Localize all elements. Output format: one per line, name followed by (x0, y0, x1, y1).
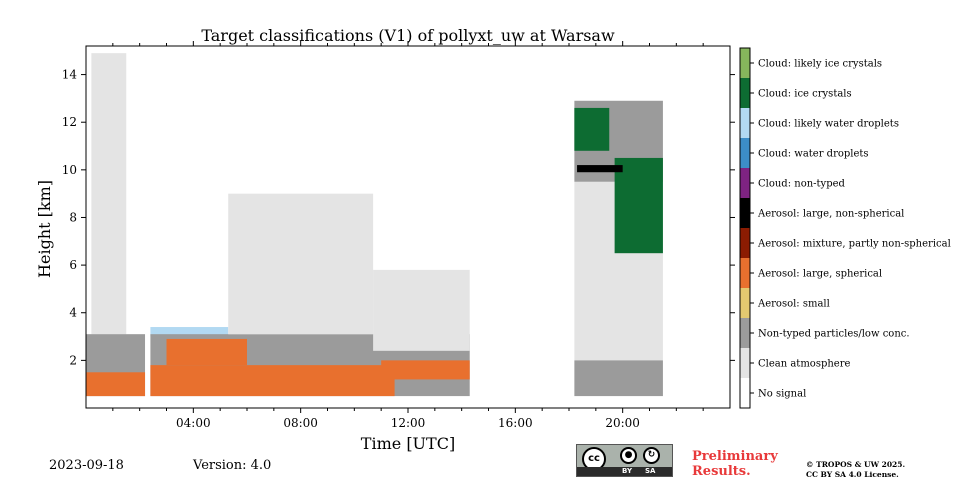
colorbar-swatch (740, 168, 750, 198)
y-tick-label: 8 (69, 210, 77, 224)
x-tick-label: 20:00 (605, 416, 640, 430)
colorbar-label: Cloud: ice crystals (758, 89, 852, 100)
colorbar-swatch (740, 318, 750, 348)
y-tick-label: 12 (62, 115, 77, 129)
colorbar-label: No signal (758, 389, 806, 400)
colorbar-label: Non-typed particles/low conc. (758, 329, 910, 340)
measurement-date: 2023-09-18 (49, 458, 124, 473)
y-axis-label: Height [km] (35, 180, 54, 278)
colorbar-swatch (740, 48, 750, 78)
preliminary-results-note: Preliminary Results. (692, 449, 778, 479)
class-region-6 (166, 338, 247, 366)
class-region-5 (150, 365, 395, 397)
x-tick-label: 04:00 (176, 416, 211, 430)
x-axis-label: Time [UTC] (361, 434, 455, 453)
y-tick-label: 10 (62, 163, 77, 177)
colorbar-swatch (740, 138, 750, 168)
class-region-11 (574, 360, 663, 397)
y-tick-label: 6 (69, 258, 77, 272)
cc-by-label: BY (622, 467, 633, 475)
colorbar-swatch (740, 228, 750, 258)
colorbar-swatch (740, 108, 750, 138)
class-region-9 (381, 360, 470, 380)
y-tick-label: 14 (62, 68, 78, 82)
cc-sa-label: SA (645, 467, 656, 475)
share-alike-icon: ↻ (643, 447, 660, 464)
chart-title: Target classifications (V1) of pollyxt_u… (201, 26, 615, 45)
class-region-13 (574, 107, 610, 151)
y-tick-label: 4 (69, 306, 77, 320)
colorbar-swatch (740, 258, 750, 288)
class-region-7 (228, 193, 374, 335)
copyright-note: © TROPOS & UW 2025. CC BY SA 4.0 License… (806, 460, 906, 479)
colorbar-swatch (740, 348, 750, 378)
version-label: Version: 4.0 (193, 458, 272, 473)
x-tick-label: 12:00 (391, 416, 426, 430)
colorbar-label: Aerosol: large, spherical (757, 269, 882, 280)
class-region-0 (91, 53, 127, 335)
colorbar-label: Clean atmosphere (758, 359, 851, 370)
attribution-person-icon: ● (620, 447, 637, 464)
colorbar-legend: No signal Clean atmosphere Non-typed parti… (739, 47, 951, 409)
x-tick-label: 16:00 (498, 416, 533, 430)
class-region-15 (577, 165, 623, 173)
classification-heatmap (86, 53, 663, 397)
colorbar-label: Cloud: likely water droplets (758, 119, 899, 130)
y-tick-label: 2 (69, 353, 77, 367)
colorbar-label: Aerosol: mixture, partly non-spherical (757, 239, 951, 250)
colorbar-swatch (740, 78, 750, 108)
colorbar-label: Cloud: likely ice crystals (758, 59, 882, 70)
colorbar-swatch (740, 198, 750, 228)
colorbar-label: Cloud: non-typed (758, 179, 846, 190)
x-tick-label: 08:00 (283, 416, 318, 430)
colorbar-label: Aerosol: small (757, 299, 830, 310)
colorbar-label: Cloud: water droplets (758, 149, 869, 160)
class-region-14 (614, 157, 663, 254)
cc-license-badge: cc ● ↻ BY SA (576, 444, 673, 477)
class-region-8 (373, 269, 470, 351)
colorbar-label: Aerosol: large, non-spherical (757, 209, 904, 220)
x-axis: 04:00 08:00 12:00 16:00 20:00 (112, 41, 704, 430)
y-axis: 2 4 6 8 10 12 14 (62, 68, 735, 367)
colorbar-swatch (740, 288, 750, 318)
colorbar-swatch (740, 378, 750, 408)
colorbar-frame (739, 47, 751, 409)
class-region-3 (150, 327, 229, 337)
class-region-2 (86, 372, 146, 397)
